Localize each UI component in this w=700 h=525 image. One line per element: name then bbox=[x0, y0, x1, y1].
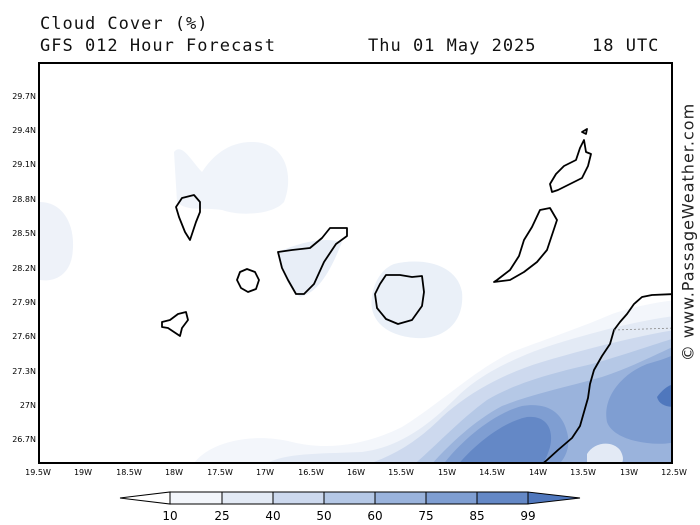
coast-tenerife bbox=[277, 227, 348, 295]
chart-title: Cloud Cover (%) bbox=[40, 14, 209, 34]
coast-fuerteventura bbox=[493, 207, 558, 283]
cloud-clear-gap bbox=[587, 443, 623, 462]
coast-la-palma bbox=[175, 194, 201, 241]
colorbar-segment bbox=[476, 491, 529, 505]
lon-label: 13W bbox=[619, 468, 639, 477]
colorbar-label: 85 bbox=[469, 509, 485, 523]
colorbar-segment bbox=[272, 491, 325, 505]
colorbar-segment bbox=[425, 491, 478, 505]
lat-label: 28.5N bbox=[12, 229, 36, 238]
forecast-time: 18 UTC bbox=[592, 36, 660, 56]
lat-label: 27.9N bbox=[12, 298, 36, 307]
colorbar-label: 75 bbox=[418, 509, 434, 523]
lon-label: 14W bbox=[528, 468, 548, 477]
coast-lanzarote bbox=[549, 139, 592, 193]
colorbar-label: 50 bbox=[316, 509, 332, 523]
cloud-patch-north bbox=[174, 142, 289, 214]
colorbar-label: 40 bbox=[265, 509, 281, 523]
colorbar-label: 10 bbox=[162, 509, 178, 523]
lat-label: 29.4N bbox=[12, 126, 36, 135]
forecast-model: GFS 012 Hour Forecast bbox=[40, 36, 276, 56]
lon-label: 19.5W bbox=[25, 468, 51, 477]
colorbar bbox=[119, 491, 581, 505]
lat-label: 29.1N bbox=[12, 160, 36, 169]
colorbar-segment bbox=[221, 491, 274, 505]
lat-label: 28.2N bbox=[12, 264, 36, 273]
lon-label: 16.5W bbox=[298, 468, 324, 477]
colorbar-segment bbox=[374, 491, 427, 505]
coast-gran-canaria bbox=[374, 274, 425, 325]
lat-label: 26.7N bbox=[12, 435, 36, 444]
lon-label: 15W bbox=[437, 468, 457, 477]
coast-islet bbox=[581, 128, 588, 135]
lon-label: 18W bbox=[164, 468, 184, 477]
cloud-patch-west bbox=[40, 202, 74, 281]
lat-label: 27.6N bbox=[12, 332, 36, 341]
lon-label: 15.5W bbox=[388, 468, 414, 477]
lon-label: 17W bbox=[255, 468, 275, 477]
watermark-text: © www.PassageWeather.com bbox=[678, 102, 698, 362]
cloud-band-99 bbox=[657, 384, 671, 407]
lat-label: 27N bbox=[19, 401, 36, 410]
lat-label: 28.8N bbox=[12, 195, 36, 204]
cloud-band-85 bbox=[460, 416, 551, 462]
lat-label: 29.7N bbox=[12, 92, 36, 101]
passageweather-watermark: © www.PassageWeather.com bbox=[677, 62, 699, 402]
lon-label: 14.5W bbox=[479, 468, 505, 477]
lat-label: 27.3N bbox=[12, 367, 36, 376]
coast-el-hierro bbox=[161, 311, 189, 337]
colorbar-label: 99 bbox=[520, 509, 536, 523]
cloud-patch-tenerife bbox=[278, 240, 342, 297]
lon-label: 16W bbox=[346, 468, 366, 477]
colorbar-segment bbox=[169, 491, 223, 505]
lon-label: 17.5W bbox=[207, 468, 233, 477]
lon-label: 18.5W bbox=[116, 468, 142, 477]
colorbar-high-arrow bbox=[527, 491, 581, 505]
cloud-cover-map bbox=[40, 128, 671, 462]
lon-label: 13.5W bbox=[570, 468, 596, 477]
forecast-date: Thu 01 May 2025 bbox=[368, 36, 537, 56]
colorbar-label: 25 bbox=[214, 509, 230, 523]
colorbar-segment bbox=[323, 491, 376, 505]
lon-label: 12.5W bbox=[661, 468, 687, 477]
cloud-patch-gran-canaria bbox=[371, 261, 463, 339]
cloud-band-75-east bbox=[606, 356, 671, 444]
coastlines bbox=[161, 128, 671, 462]
lon-label: 19W bbox=[73, 468, 93, 477]
colorbar-label: 60 bbox=[367, 509, 383, 523]
map-frame bbox=[38, 62, 673, 464]
coast-africa bbox=[543, 293, 671, 462]
coast-la-gomera bbox=[236, 268, 260, 293]
colorbar-low-arrow bbox=[119, 491, 171, 505]
